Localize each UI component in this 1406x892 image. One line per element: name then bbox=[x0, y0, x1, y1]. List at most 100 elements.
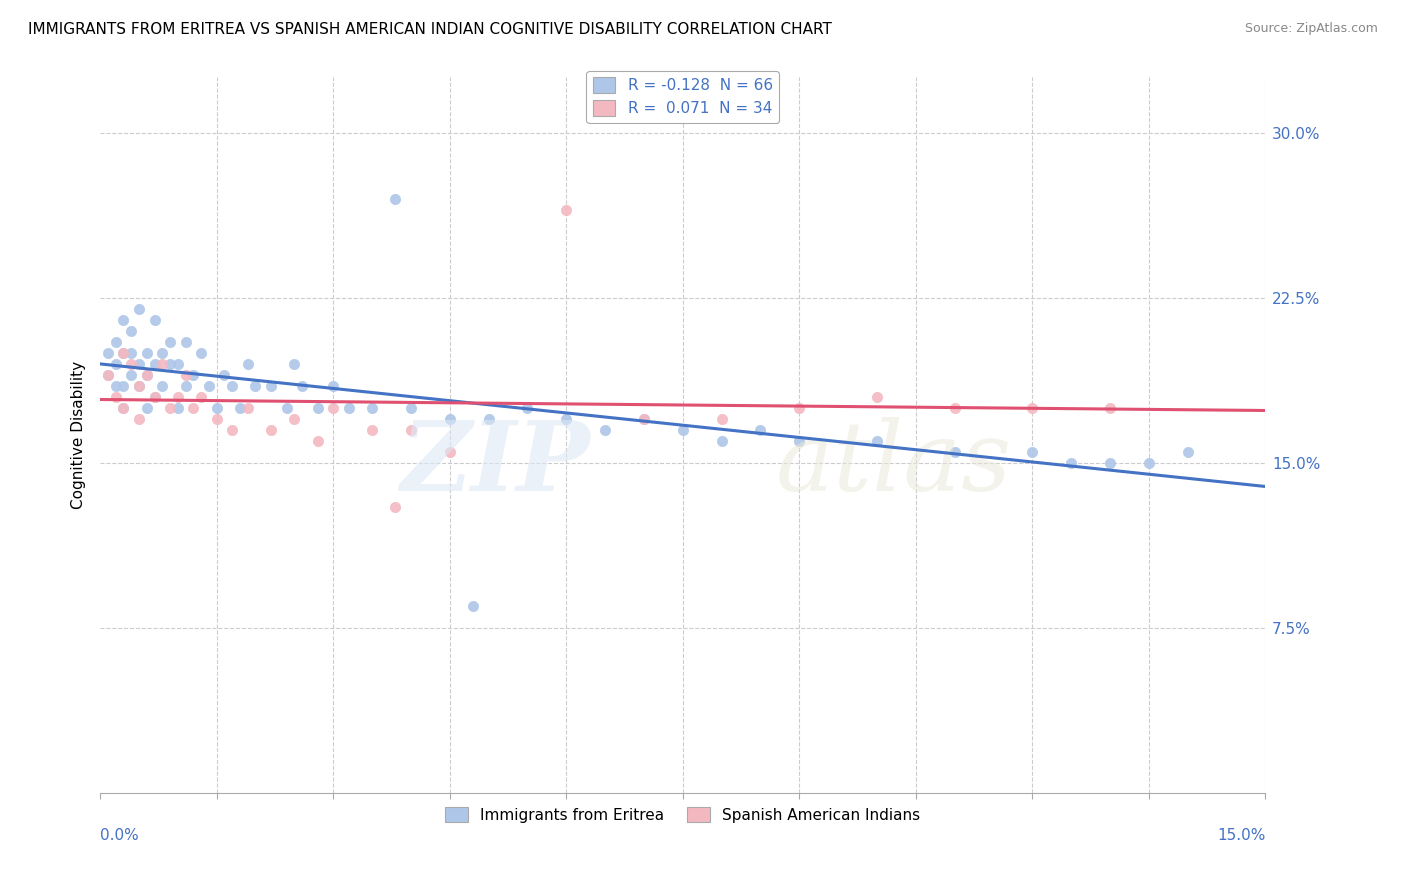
Point bbox=[143, 357, 166, 371]
Text: atlas: atlas bbox=[776, 417, 1012, 511]
Point bbox=[190, 346, 212, 360]
Text: ZIP: ZIP bbox=[399, 417, 589, 511]
Point bbox=[135, 368, 157, 382]
Point bbox=[112, 346, 135, 360]
Point bbox=[384, 500, 406, 514]
Point bbox=[555, 202, 578, 217]
Point bbox=[150, 346, 173, 360]
Point bbox=[307, 401, 329, 415]
Point bbox=[672, 423, 695, 437]
Point bbox=[229, 401, 252, 415]
Point bbox=[361, 401, 384, 415]
Point bbox=[104, 334, 127, 349]
Point bbox=[198, 379, 221, 393]
Point bbox=[307, 434, 329, 448]
Point bbox=[159, 334, 181, 349]
Point bbox=[112, 379, 135, 393]
Point bbox=[159, 357, 181, 371]
Point bbox=[555, 412, 578, 426]
Point bbox=[749, 423, 772, 437]
Point bbox=[128, 357, 150, 371]
Point bbox=[866, 390, 889, 404]
Point bbox=[104, 390, 127, 404]
Point bbox=[1021, 401, 1043, 415]
Point bbox=[205, 412, 228, 426]
Point bbox=[283, 357, 305, 371]
Point bbox=[283, 412, 305, 426]
Point bbox=[135, 346, 157, 360]
Point bbox=[337, 401, 360, 415]
Point bbox=[384, 192, 406, 206]
Point bbox=[461, 599, 484, 613]
Text: 15.0%: 15.0% bbox=[1216, 828, 1265, 843]
Point bbox=[205, 401, 228, 415]
Point bbox=[1060, 456, 1083, 470]
Point bbox=[943, 445, 966, 459]
Text: Source: ZipAtlas.com: Source: ZipAtlas.com bbox=[1244, 22, 1378, 36]
Point bbox=[633, 412, 655, 426]
Point bbox=[174, 334, 197, 349]
Point bbox=[221, 379, 243, 393]
Point bbox=[174, 379, 197, 393]
Point bbox=[1021, 445, 1043, 459]
Point bbox=[477, 412, 499, 426]
Point bbox=[112, 401, 135, 415]
Point bbox=[112, 401, 135, 415]
Point bbox=[439, 412, 461, 426]
Point bbox=[943, 401, 966, 415]
Point bbox=[260, 423, 283, 437]
Point bbox=[291, 379, 314, 393]
Point bbox=[787, 434, 810, 448]
Point bbox=[245, 379, 267, 393]
Point bbox=[276, 401, 298, 415]
Point bbox=[97, 368, 120, 382]
Point bbox=[159, 401, 181, 415]
Point bbox=[166, 390, 188, 404]
Point bbox=[120, 346, 142, 360]
Point bbox=[143, 390, 166, 404]
Point bbox=[128, 301, 150, 316]
Point bbox=[322, 401, 344, 415]
Point bbox=[174, 368, 197, 382]
Point bbox=[135, 401, 157, 415]
Point bbox=[143, 390, 166, 404]
Point bbox=[97, 346, 120, 360]
Point bbox=[128, 379, 150, 393]
Point bbox=[322, 379, 344, 393]
Point bbox=[97, 368, 120, 382]
Point bbox=[112, 312, 135, 326]
Point bbox=[710, 434, 733, 448]
Point bbox=[166, 401, 188, 415]
Point bbox=[866, 434, 889, 448]
Point bbox=[260, 379, 283, 393]
Text: IMMIGRANTS FROM ERITREA VS SPANISH AMERICAN INDIAN COGNITIVE DISABILITY CORRELAT: IMMIGRANTS FROM ERITREA VS SPANISH AMERI… bbox=[28, 22, 832, 37]
Point bbox=[516, 401, 538, 415]
Point bbox=[183, 401, 205, 415]
Point bbox=[143, 312, 166, 326]
Point bbox=[104, 379, 127, 393]
Point bbox=[1098, 456, 1121, 470]
Point bbox=[120, 368, 142, 382]
Point bbox=[104, 357, 127, 371]
Point bbox=[1177, 445, 1199, 459]
Point bbox=[236, 357, 259, 371]
Point bbox=[190, 390, 212, 404]
Point bbox=[112, 346, 135, 360]
Point bbox=[399, 401, 422, 415]
Point bbox=[1137, 456, 1160, 470]
Point bbox=[150, 357, 173, 371]
Point bbox=[439, 445, 461, 459]
Text: 0.0%: 0.0% bbox=[100, 828, 139, 843]
Point bbox=[710, 412, 733, 426]
Point bbox=[593, 423, 616, 437]
Point bbox=[128, 379, 150, 393]
Point bbox=[633, 412, 655, 426]
Point bbox=[221, 423, 243, 437]
Point bbox=[183, 368, 205, 382]
Point bbox=[787, 401, 810, 415]
Point bbox=[120, 357, 142, 371]
Point bbox=[361, 423, 384, 437]
Point bbox=[236, 401, 259, 415]
Point bbox=[120, 324, 142, 338]
Point bbox=[150, 379, 173, 393]
